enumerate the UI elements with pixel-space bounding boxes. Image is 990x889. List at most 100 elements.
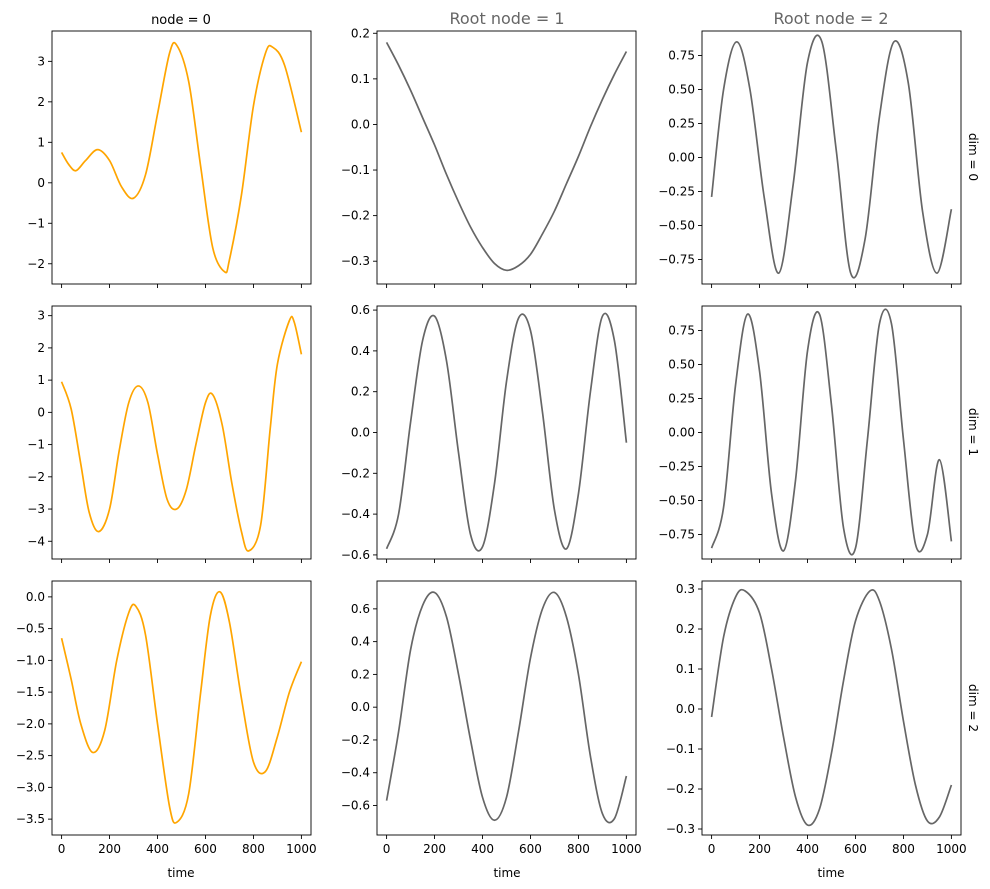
y-tick-label: −1	[27, 438, 45, 452]
col-title-node-0: node = 0	[151, 13, 211, 28]
axes-frame	[376, 305, 637, 560]
panel-r2-c2: −0.3 −0.2 −0.1 0.0 0.1 0.2 0.3 0 200 400 600 800 100…	[666, 580, 967, 856]
y-tick-label: −0.75	[658, 528, 695, 542]
y-tick-label: 0.1	[676, 662, 695, 676]
y-tick-label: −0.25	[658, 460, 695, 474]
y-tick-label: −2.5	[16, 749, 45, 763]
y-tick-label: 0.0	[351, 426, 370, 440]
y-tick-label: −0.6	[341, 799, 370, 813]
col-title-root-node-1: Root node = 1	[449, 9, 564, 28]
x-tick-label: 1000	[936, 842, 967, 856]
panel-r1-c2: −0.75 −0.50 −0.25 0.00 0.25 0.50 0.75	[658, 305, 962, 563]
y-tick-label: −0.5	[16, 622, 45, 636]
x-tick-label: 800	[567, 842, 590, 856]
series-line-r1-c0	[60, 315, 303, 552]
y-tick-label: 2	[37, 95, 45, 109]
row-label-dim-1: dim = 1	[966, 408, 980, 456]
x-tick-label: 400	[471, 842, 494, 856]
col-title-root-node-2: Root node = 2	[773, 9, 888, 28]
y-tick-label: −0.2	[341, 466, 370, 480]
axes-frame	[51, 305, 312, 560]
x-tick-label: 1000	[611, 842, 642, 856]
y-tick-label: −2	[27, 257, 45, 271]
y-tick-label: 0.6	[351, 602, 370, 616]
axes-frame	[701, 305, 962, 560]
axes-frame	[376, 580, 637, 836]
x-tick-label: 800	[242, 842, 265, 856]
row-label-dim-0: dim = 0	[966, 133, 980, 181]
y-tick-label: 0.6	[351, 303, 370, 317]
y-tick-label: −0.50	[658, 219, 695, 233]
y-tick-label: −3.5	[16, 812, 45, 826]
series-line-r1-c2	[710, 308, 953, 556]
x-tick-label: 800	[892, 842, 915, 856]
y-tick-label: 0.2	[676, 622, 695, 636]
series-line-r2-c0	[60, 590, 303, 824]
axes-frame	[701, 30, 962, 285]
panel-r2-c1: −0.6 −0.4 −0.2 0.0 0.2 0.4 0.6 0 200 400 600 800 100…	[341, 580, 642, 856]
panel-r2-c0: −3.5 −3.0 −2.5 −2.0 −1.5 −1.0 −0.5 0.0 0 200 400 60…	[16, 580, 317, 856]
y-tick-label: −0.4	[341, 507, 370, 521]
y-tick-label: 0.2	[351, 667, 370, 681]
y-tick-label: 0.50	[668, 82, 695, 96]
y-tick-label: −1.5	[16, 685, 45, 699]
x-tick-label: 0	[383, 842, 391, 856]
y-tick-label: 0.2	[351, 26, 370, 40]
y-tick-label: 3	[37, 54, 45, 68]
x-tick-label: 400	[796, 842, 819, 856]
series-line-r2-c2	[710, 588, 953, 827]
y-tick-label: 0.0	[676, 702, 695, 716]
axes-frame	[701, 580, 962, 836]
y-tick-label: 0.25	[668, 391, 695, 405]
y-tick-label: −4	[27, 534, 45, 548]
y-tick-label: 0.0	[351, 700, 370, 714]
y-tick-label: −0.3	[341, 254, 370, 268]
series-line-r0-c0	[60, 41, 303, 274]
y-tick-label: −0.75	[658, 253, 695, 267]
panel-r0-c2: −0.75 −0.50 −0.25 0.00 0.25 0.50 0.75	[658, 30, 962, 288]
y-tick-label: −2.0	[16, 717, 45, 731]
y-tick-label: −0.1	[666, 742, 695, 756]
panel-r0-c1: −0.3 −0.2 −0.1 0.0 0.1 0.2	[341, 26, 637, 288]
x-tick-label: 400	[146, 842, 169, 856]
y-tick-label: −0.2	[341, 209, 370, 223]
y-tick-label: 0.4	[351, 635, 370, 649]
y-tick-label: 0.1	[351, 72, 370, 86]
x-axis-label-col-1: time	[493, 866, 520, 880]
y-tick-label: 0.3	[676, 582, 695, 596]
y-tick-label: −0.4	[341, 766, 370, 780]
y-tick-label: 0.75	[668, 323, 695, 337]
y-tick-label: 0.0	[351, 117, 370, 131]
x-tick-label: 0	[58, 842, 66, 856]
panel-r1-c0: −4 −3 −2 −1 0 1 2 3	[27, 305, 312, 563]
y-tick-label: −3.0	[16, 780, 45, 794]
y-tick-label: 0.0	[26, 590, 45, 604]
y-tick-label: 1	[37, 373, 45, 387]
y-tick-label: 0.4	[351, 344, 370, 358]
y-tick-label: −2	[27, 470, 45, 484]
y-tick-label: 1	[37, 135, 45, 149]
y-tick-label: 0.2	[351, 385, 370, 399]
y-tick-label: 0.25	[668, 116, 695, 130]
x-tick-label: 200	[98, 842, 121, 856]
series-line-r1-c1	[385, 312, 628, 552]
y-tick-label: 0	[37, 405, 45, 419]
x-tick-label: 0	[708, 842, 716, 856]
x-tick-label: 200	[748, 842, 771, 856]
y-tick-label: 3	[37, 309, 45, 323]
x-tick-label: 1000	[286, 842, 317, 856]
y-tick-label: 0	[37, 176, 45, 190]
y-tick-label: −0.6	[341, 548, 370, 562]
x-axis-label-col-2: time	[817, 866, 844, 880]
x-tick-label: 600	[194, 842, 217, 856]
y-tick-label: −0.3	[666, 822, 695, 836]
y-tick-label: −0.1	[341, 163, 370, 177]
series-line-r0-c2	[710, 34, 953, 279]
panel-r1-c1: −0.6 −0.4 −0.2 0.0 0.2 0.4 0.6	[341, 303, 637, 563]
y-tick-label: −1.0	[16, 653, 45, 667]
y-tick-label: 0.75	[668, 48, 695, 62]
panels-group: −2−10123−0.3−0.2−0.10.00.10.2−0.75−0.50−…	[16, 26, 967, 856]
y-tick-label: −0.2	[666, 782, 695, 796]
y-tick-label: −0.2	[341, 733, 370, 747]
